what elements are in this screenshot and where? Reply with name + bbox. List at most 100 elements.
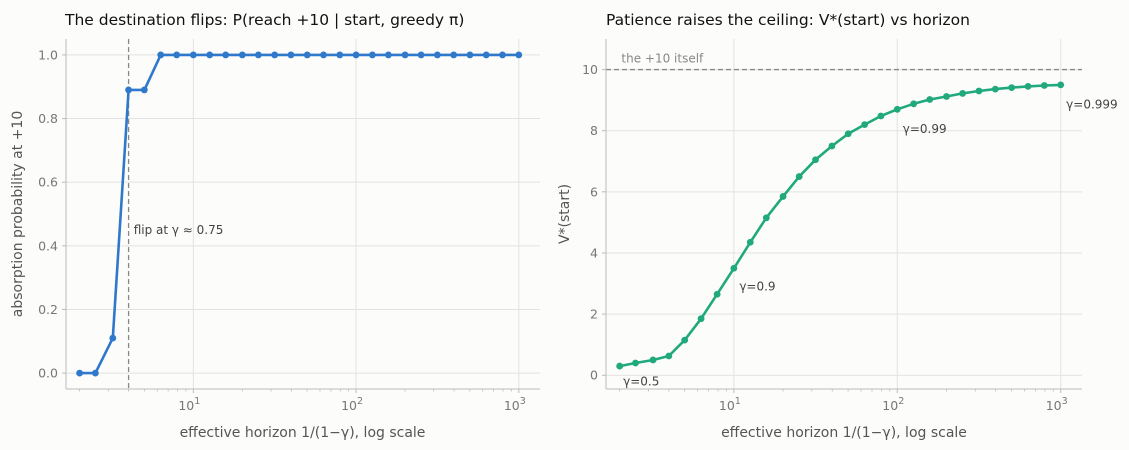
- chart-title: Patience raises the ceiling: V*(start) v…: [606, 11, 970, 29]
- data-point: [109, 334, 117, 342]
- data-point: [1040, 82, 1048, 89]
- data-point: [616, 362, 624, 370]
- x-tick-label: 101: [719, 396, 741, 413]
- data-point: [368, 51, 376, 59]
- x-tick-labels: 101 102 103: [719, 396, 1068, 413]
- data-point: [499, 51, 506, 59]
- gridlines: [66, 39, 540, 389]
- annotation: γ=0.5: [623, 374, 659, 388]
- data-point: [206, 51, 214, 59]
- data-point: [991, 85, 999, 93]
- data-point: [877, 112, 885, 120]
- data-point: [125, 86, 132, 94]
- series-line: [619, 83, 1061, 368]
- data-point: [926, 96, 934, 103]
- data-point: [861, 121, 869, 128]
- x-tick-label: 102: [882, 396, 904, 413]
- data-point: [665, 352, 673, 360]
- y-tick-label: 1.0: [38, 47, 58, 62]
- x-tick-label: 103: [1046, 396, 1068, 413]
- data-point: [417, 51, 425, 59]
- y-tick-label: 0.0: [38, 366, 58, 381]
- annotation: γ=0.99: [903, 122, 947, 136]
- data-point: [466, 51, 474, 59]
- axes: [602, 39, 1082, 393]
- data-point: [157, 51, 165, 59]
- data-point: [681, 336, 689, 344]
- data-point: [384, 51, 392, 59]
- data-point: [482, 51, 490, 59]
- data-point: [779, 193, 787, 200]
- data-point: [254, 51, 262, 59]
- data-point: [222, 51, 230, 59]
- panel-absorption-probability: The destination flips: P(reach +10 | sta…: [10, 11, 540, 441]
- x-tick-label: 101: [178, 396, 200, 413]
- x-axis-label: effective horizon 1/(1−γ), log scale: [721, 425, 967, 441]
- data-point: [844, 130, 852, 138]
- y-tick-label: 10: [582, 62, 598, 77]
- y-tick-labels: 0.0 0.2 0.4 0.6 0.8 1.0: [38, 47, 58, 380]
- data-point: [812, 156, 819, 164]
- data-point: [746, 238, 754, 246]
- data-point: [1008, 84, 1016, 92]
- x-axis-label: effective horizon 1/(1−γ), log scale: [180, 425, 426, 441]
- data-point: [1024, 82, 1032, 90]
- annotations: flip at γ ≈ 0.75: [134, 223, 224, 237]
- data-point: [943, 93, 950, 100]
- data-point: [238, 51, 246, 59]
- data-point: [401, 51, 409, 59]
- data-point: [352, 51, 360, 59]
- y-tick-label: 0.2: [38, 302, 58, 317]
- y-tick-label: 4: [590, 245, 598, 260]
- data-point: [713, 290, 721, 298]
- data-point: [336, 51, 344, 59]
- x-tick-label: 103: [504, 396, 526, 413]
- y-tick-label: 8: [590, 123, 598, 138]
- data-point: [320, 51, 327, 59]
- data-point: [173, 51, 181, 59]
- data-point: [910, 100, 918, 108]
- y-tick-label: 0.6: [38, 175, 58, 190]
- data-point: [433, 51, 441, 59]
- x-tick-label: 102: [341, 396, 363, 413]
- gridlines: [606, 39, 1082, 389]
- annotation: flip at γ ≈ 0.75: [134, 223, 224, 237]
- y-tick-labels: 0 2 4 6 8 10: [582, 62, 598, 383]
- series-line: [79, 53, 519, 375]
- data-point: [975, 87, 983, 95]
- data-point: [271, 51, 279, 59]
- data-point: [959, 90, 966, 97]
- data-point: [730, 264, 738, 272]
- data-series: [616, 81, 1065, 370]
- data-point: [76, 369, 83, 377]
- data-series: [76, 51, 523, 377]
- data-point: [893, 105, 901, 113]
- data-point: [287, 51, 295, 59]
- y-axis-label: V*(start): [557, 184, 573, 244]
- data-point: [632, 359, 639, 367]
- data-point: [1057, 81, 1065, 89]
- y-tick-label: 0: [590, 368, 598, 383]
- y-axis-label: absorption probability at +10: [10, 111, 26, 317]
- data-point: [189, 51, 197, 59]
- data-point: [91, 369, 99, 377]
- data-point: [140, 86, 148, 94]
- data-point: [697, 315, 705, 323]
- data-point: [303, 51, 311, 59]
- data-point: [828, 142, 836, 150]
- reference-lines: the +10 itself: [606, 52, 1082, 71]
- annotation: γ=0.9: [739, 280, 775, 294]
- annotations: γ=0.5 γ=0.9 γ=0.99 γ=0.999: [623, 98, 1118, 389]
- data-point: [649, 356, 657, 364]
- y-tick-label: 0.8: [38, 111, 58, 126]
- y-tick-label: 6: [590, 184, 598, 199]
- y-tick-label: 2: [590, 307, 598, 322]
- axes: [62, 39, 540, 393]
- annotation: γ=0.999: [1066, 98, 1118, 112]
- chart-title: The destination flips: P(reach +10 | sta…: [64, 11, 464, 29]
- y-tick-label: 0.4: [38, 238, 58, 253]
- data-point: [450, 51, 458, 59]
- data-point: [515, 51, 523, 59]
- data-point: [795, 173, 803, 180]
